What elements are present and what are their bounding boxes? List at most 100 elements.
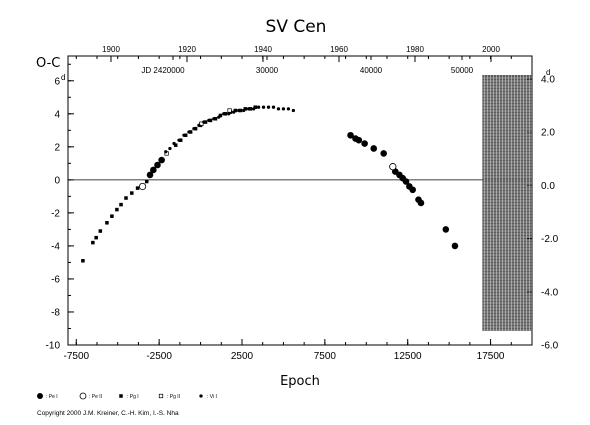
data-point: [251, 107, 256, 111]
data-point: [232, 110, 236, 114]
y-tick-label: 6: [54, 76, 60, 87]
data-point: [182, 133, 186, 137]
jd-tick-label: JD 2420000: [141, 66, 185, 75]
data-point: [417, 199, 425, 207]
data-point: [135, 186, 140, 190]
data-point: [168, 146, 172, 151]
right-tick-label: 2.0: [541, 128, 555, 139]
legend-item: : Pg I: [119, 394, 139, 400]
y-tick-label: -10: [46, 341, 61, 352]
data-point: [233, 108, 238, 113]
year-tick-label: 1900: [102, 45, 120, 54]
y-tick-label: 4: [54, 109, 60, 120]
legend-label: : Pe I: [46, 394, 58, 400]
right-tick-label: -4.0: [541, 287, 559, 298]
x-tick-label: -7500: [63, 351, 89, 362]
data-point: [91, 240, 95, 245]
data-point: [173, 143, 178, 147]
data-point: [164, 150, 168, 154]
data-point: [193, 126, 198, 131]
x-tick-label: 17500: [477, 351, 505, 362]
data-point: [238, 108, 243, 113]
year-tick-label: 1940: [254, 45, 272, 54]
data-point: [409, 186, 416, 194]
legend-item: : Pg II: [158, 393, 180, 400]
legend-symbol: [37, 393, 43, 399]
data-point: [203, 120, 208, 124]
data-point: [370, 145, 378, 152]
data-point: [119, 202, 123, 207]
data-point: [208, 118, 213, 123]
series-vi-i: [164, 105, 296, 154]
data-point: [192, 127, 196, 131]
jd-tick-label: 50000: [451, 66, 474, 75]
data-point: [271, 105, 276, 109]
data-point: [442, 226, 450, 233]
data-point: [94, 235, 98, 240]
data-point: [138, 182, 147, 191]
y-axis-label: O-C: [36, 56, 60, 71]
data-point: [253, 105, 258, 109]
data-point: [291, 108, 296, 113]
right-tick-label: -2.0: [541, 234, 559, 245]
data-point: [222, 112, 226, 116]
series-pe-i: [146, 131, 459, 250]
data-point: [248, 107, 253, 111]
data-point: [380, 150, 387, 157]
x-tick-label: 2500: [231, 351, 254, 362]
data-point: [183, 133, 188, 138]
data-point: [130, 191, 134, 195]
data-point: [261, 105, 266, 109]
legend-symbol: [119, 394, 123, 398]
data-point: [105, 221, 109, 225]
year-tick-label: 2000: [482, 45, 500, 54]
data-point: [154, 161, 161, 169]
data-point: [227, 112, 231, 116]
data-point: [212, 117, 216, 121]
legend-label: : Vi I: [207, 394, 217, 400]
data-point: [218, 113, 223, 118]
jd-tick-label: 40000: [360, 66, 383, 75]
legend-symbol: [158, 393, 164, 399]
data-point: [124, 196, 128, 200]
year-tick-label: 1920: [178, 45, 196, 54]
data-point: [286, 107, 291, 111]
right-tick-label: 4.0: [541, 75, 555, 86]
x-axis-label: Epoch: [280, 374, 320, 389]
data-point: [146, 171, 154, 179]
data-point: [115, 207, 119, 212]
legend-symbol: [199, 394, 203, 398]
data-point: [242, 108, 246, 113]
data-point: [217, 115, 221, 119]
data-point: [178, 138, 183, 142]
y-tick-label: -4: [51, 241, 60, 252]
data-point: [281, 107, 286, 111]
hatch-lines: [482, 75, 532, 331]
data-point: [158, 156, 165, 164]
data-point: [237, 108, 241, 113]
data-point: [110, 214, 114, 218]
y-tick-label: -8: [51, 307, 60, 318]
data-point: [389, 163, 397, 171]
chart-title: SV Cen: [266, 17, 327, 37]
data-point: [144, 179, 149, 184]
right-tick-label: -6.0: [541, 341, 559, 352]
data-point: [361, 140, 368, 147]
data-point: [202, 120, 206, 124]
jd-tick-label: 30000: [256, 66, 279, 75]
plot-frame: [67, 55, 533, 346]
data-point: [243, 107, 248, 111]
legend-symbol: [79, 392, 87, 400]
x-tick-label: -2500: [146, 351, 172, 362]
no-data-region: [482, 75, 532, 331]
legend-label: : Pg I: [127, 394, 139, 400]
data-point: [187, 130, 191, 134]
data-point: [98, 229, 103, 233]
year-tick-label: 1980: [406, 45, 424, 54]
y-tick-label: 0: [54, 175, 60, 186]
y-tick-label: -6: [51, 274, 60, 285]
data-point: [172, 141, 176, 146]
copyright-notice: Copyright 2000 J.M. Kreiner, C.-H. Kim, …: [37, 410, 179, 417]
series-pe-ii: [138, 163, 397, 191]
data-point: [199, 121, 204, 126]
